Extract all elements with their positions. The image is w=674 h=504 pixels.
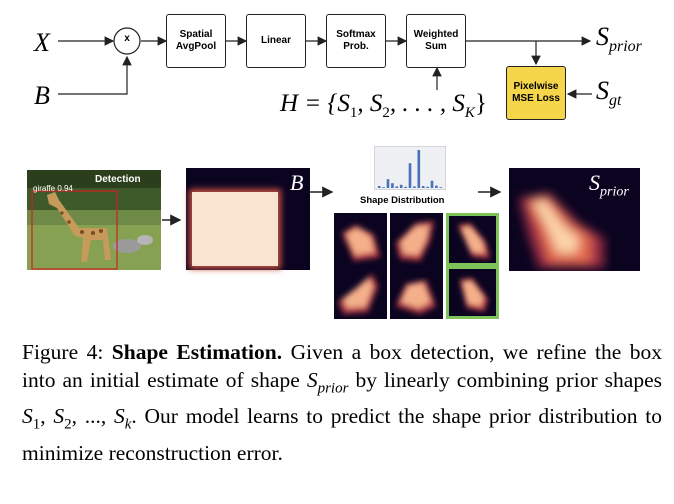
shape-histogram	[374, 146, 446, 190]
prior-label-sub: prior	[600, 184, 629, 200]
box-heatmap: B	[186, 168, 310, 270]
prior-heatmap: Sprior	[509, 168, 640, 271]
softmax-block: Softmax Prob.	[326, 14, 386, 68]
detection-title: Detection	[95, 174, 141, 185]
shape-heatmap-icon	[457, 223, 490, 259]
histogram-bar	[382, 187, 385, 188]
histogram-bar	[413, 186, 416, 188]
shape-set-s1: 1	[349, 105, 358, 121]
s-prior-base: S	[596, 22, 609, 51]
s-gt-sub: gt	[609, 92, 622, 110]
linear-block: Linear	[246, 14, 306, 68]
shape-set-mid2: , . . . , S	[389, 90, 465, 117]
shape-heatmap-icon	[338, 274, 378, 314]
caption-sprior: Sprior	[306, 368, 349, 396]
caption-s1-base: S	[22, 404, 33, 429]
shape-set-suffix: }	[474, 90, 487, 117]
histogram-bar	[426, 186, 429, 188]
caption-text-1: Given a box detection, we refine the box…	[22, 340, 663, 392]
prior-label: Sprior	[589, 170, 629, 200]
caption-sk: Sk	[113, 404, 131, 432]
caption-sk-base: S	[113, 404, 125, 429]
prior-label-base: S	[589, 170, 600, 195]
shape-heatmap-icon	[459, 277, 489, 312]
s-prior-output: Sprior	[596, 22, 642, 56]
shape-prior-6	[446, 266, 499, 319]
histogram-bar	[395, 186, 399, 188]
shape-prior-1	[334, 213, 387, 266]
histogram-bar	[417, 150, 421, 188]
caption-sprior-sub: prior	[317, 380, 349, 397]
histogram-bar	[408, 163, 412, 188]
shape-set-prefix: H = {S	[280, 90, 350, 117]
shape-set-mid1: , S	[357, 90, 383, 117]
shape-prior-2	[390, 213, 443, 266]
box-b-label: B	[290, 170, 304, 195]
caption-s1-sub: 1	[32, 416, 41, 433]
caption-text-3: . Our model learns to predict the shape …	[22, 404, 663, 465]
detection-photo-icon	[27, 170, 161, 270]
input-x-label: X	[34, 28, 50, 57]
shape-heatmap-icon	[396, 221, 434, 261]
detection-box-label: giraffe 0.94	[33, 184, 73, 193]
prior-shape-icon	[519, 193, 604, 268]
histogram-bar	[404, 186, 407, 188]
shape-set-equation: H = {S1, S2, . . . , SK}	[280, 90, 487, 122]
histogram-bar	[399, 184, 403, 188]
shape-distribution-title: Shape Distribution	[360, 195, 445, 206]
shape-prior-5	[390, 266, 443, 319]
shape-heatmap-icon	[342, 225, 380, 261]
caption-s2-base: S	[53, 404, 65, 429]
histogram-bar	[439, 187, 443, 188]
s-gt-input: Sgt	[596, 76, 621, 110]
caption-sk-sub: k	[124, 416, 132, 433]
s-gt-base: S	[596, 76, 609, 105]
caption-title: Shape Estimation.	[111, 340, 283, 364]
spatial-avgpool-block: Spatial AvgPool	[166, 14, 226, 68]
weighted-sum-block: Weighted Sum	[406, 14, 466, 68]
diagram-connectors	[58, 27, 592, 99]
caption-text-2: by linearly combining prior shapes	[348, 368, 662, 392]
caption-s2-sub: 2	[64, 416, 72, 433]
box-region	[192, 192, 278, 266]
caption-sprior-base: S	[306, 368, 318, 392]
shape-set-s2: 2	[382, 105, 390, 121]
shape-set-sk: K	[464, 105, 475, 121]
histogram-bar	[435, 185, 438, 188]
shape-heatmap-icon	[396, 280, 436, 314]
figure-caption: Figure 4: Shape Estimation. Given a box …	[22, 340, 663, 465]
histogram-bar	[391, 183, 394, 188]
illustration-arrows	[162, 186, 502, 226]
caption-s2: S	[53, 404, 64, 428]
histogram-bar	[386, 179, 390, 188]
shape-prior-4	[334, 266, 387, 319]
multiply-node-label: x	[124, 33, 130, 44]
shape-prior-3	[446, 213, 499, 266]
caption-figure-label: Figure 4:	[22, 340, 104, 364]
histogram-bar	[421, 186, 425, 188]
mse-loss-block: Pixelwise MSE Loss	[506, 66, 566, 120]
input-b-label: B	[34, 81, 50, 110]
caption-s1: S	[22, 404, 33, 428]
s-prior-sub: prior	[609, 38, 642, 56]
detection-image: Detection giraffe 0.94	[27, 170, 161, 270]
histogram-bar	[430, 180, 434, 188]
histogram-bar	[377, 186, 381, 188]
